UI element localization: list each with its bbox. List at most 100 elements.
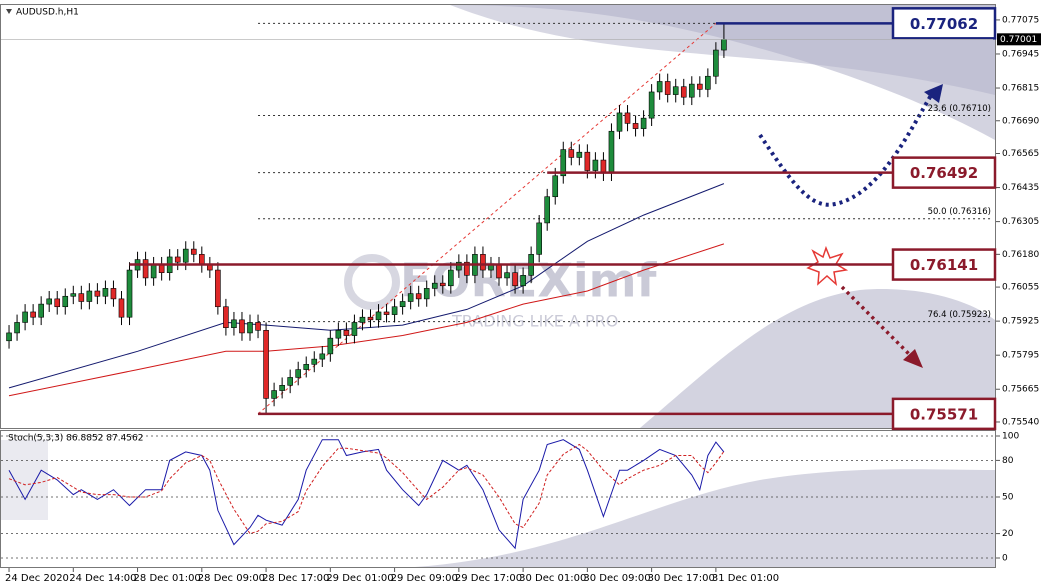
current-price-tag [997, 33, 1041, 46]
candle-body [174, 256, 181, 263]
level-box [891, 156, 997, 189]
y-tick-label: 0.76305 [1002, 217, 1039, 227]
fib-trend-line [257, 22, 717, 415]
candle-body [456, 261, 462, 271]
candle-body [423, 288, 430, 300]
candle-body [295, 369, 301, 378]
candle-body [30, 311, 36, 318]
candle-body [576, 151, 583, 158]
level-box [891, 248, 997, 281]
candle-body [448, 269, 454, 287]
candle-body [311, 358, 318, 365]
candle-body [568, 149, 575, 158]
candle-body [271, 390, 277, 399]
main-frame [0, 4, 996, 429]
y-tick-label: 0.76565 [1002, 149, 1039, 159]
arrow-head [903, 349, 923, 368]
candle-body [279, 385, 285, 391]
candle-body [656, 81, 663, 93]
stoch-frame [0, 430, 996, 568]
y-tick-label: 0.75540 [1002, 417, 1039, 427]
candle-body [375, 311, 382, 321]
candle-body [102, 288, 109, 297]
y-tick-label: 100 [1002, 432, 1019, 442]
bg-shape [640, 289, 995, 428]
x-tick-label: 28 Dec 17:00 [262, 573, 329, 584]
candle-body [62, 295, 69, 308]
candle-body [672, 86, 679, 95]
candle-body [616, 112, 623, 132]
candle-body [664, 81, 671, 95]
moving-average [8, 243, 725, 397]
candle-body [496, 264, 502, 279]
y-tick-label: 20 [1002, 529, 1014, 539]
x-tick-label: 24 Dec 2020 [5, 573, 69, 584]
candle-body [255, 322, 261, 331]
candle-body [46, 298, 52, 305]
candle-body [14, 322, 20, 334]
candle-body [536, 222, 542, 255]
candle-body [407, 293, 414, 302]
candle-body [327, 337, 334, 355]
candle-body [713, 49, 719, 77]
candle-body [600, 159, 607, 174]
candle-body [721, 39, 727, 51]
candle-body [182, 248, 189, 263]
y-tick-label: 0.75665 [1002, 385, 1039, 395]
candle-body [6, 332, 12, 342]
candle-body [126, 269, 133, 318]
candle-body [648, 91, 655, 119]
candle-body [158, 264, 165, 273]
candle-body [78, 293, 85, 302]
candle-body [54, 298, 61, 308]
x-tick-label: 30 Dec 01:00 [519, 573, 586, 584]
x-tick-label: 29 Dec 01:00 [326, 573, 393, 584]
fib-level-label: 76.4 (0.75923) [928, 310, 991, 320]
y-tick-label: 0.76055 [1002, 283, 1039, 293]
candle-body [640, 117, 647, 129]
candle-body [118, 298, 125, 318]
candle-body [231, 319, 237, 328]
level-box-label: 0.76141 [910, 256, 978, 274]
x-tick-label: 28 Dec 09:00 [198, 573, 265, 584]
candle-body [439, 282, 446, 287]
level-box-label: 0.76492 [910, 164, 978, 182]
candle-body [431, 282, 438, 289]
burst-icon [806, 245, 849, 286]
y-tick-label: 0.75795 [1002, 351, 1039, 361]
y-tick-label: 0.76690 [1002, 116, 1039, 126]
x-tick-label: 31 Dec 01:00 [712, 573, 779, 584]
candle-body [319, 353, 326, 360]
candle-body [552, 175, 559, 198]
candle-body [383, 311, 390, 315]
y-tick-label: 0 [1002, 554, 1008, 564]
candle-body [150, 264, 157, 279]
level-box-label: 0.77062 [910, 15, 978, 33]
candle-body [110, 288, 117, 300]
candle-body [303, 364, 310, 370]
candle-body [697, 83, 703, 90]
stoch-line [8, 439, 725, 550]
level-box [891, 7, 997, 40]
candle-body [343, 330, 350, 336]
x-tick-label: 29 Dec 09:00 [391, 573, 458, 584]
candle-body [22, 311, 28, 323]
chart-title: AUDUSD.h,H1 [16, 8, 79, 18]
candle-body [247, 322, 253, 334]
candle-body [38, 303, 44, 318]
fib-level-label: 50.0 (0.76316) [928, 207, 991, 217]
level-box-label: 0.75571 [910, 405, 978, 423]
forecast-arrow-up [758, 90, 935, 207]
x-tick-label: 28 Dec 01:00 [134, 573, 201, 584]
candle-body [86, 290, 93, 302]
candle-body [391, 306, 398, 315]
candle-body [464, 261, 470, 276]
watermark-logo [344, 254, 400, 310]
forecast-arrow-down [840, 285, 914, 359]
candle-body [608, 130, 615, 174]
candle-body [239, 319, 245, 334]
x-tick-label: 30 Dec 17:00 [648, 573, 715, 584]
x-tick-label: 24 Dec 14:00 [69, 573, 136, 584]
x-tick-label: 30 Dec 09:00 [583, 573, 650, 584]
